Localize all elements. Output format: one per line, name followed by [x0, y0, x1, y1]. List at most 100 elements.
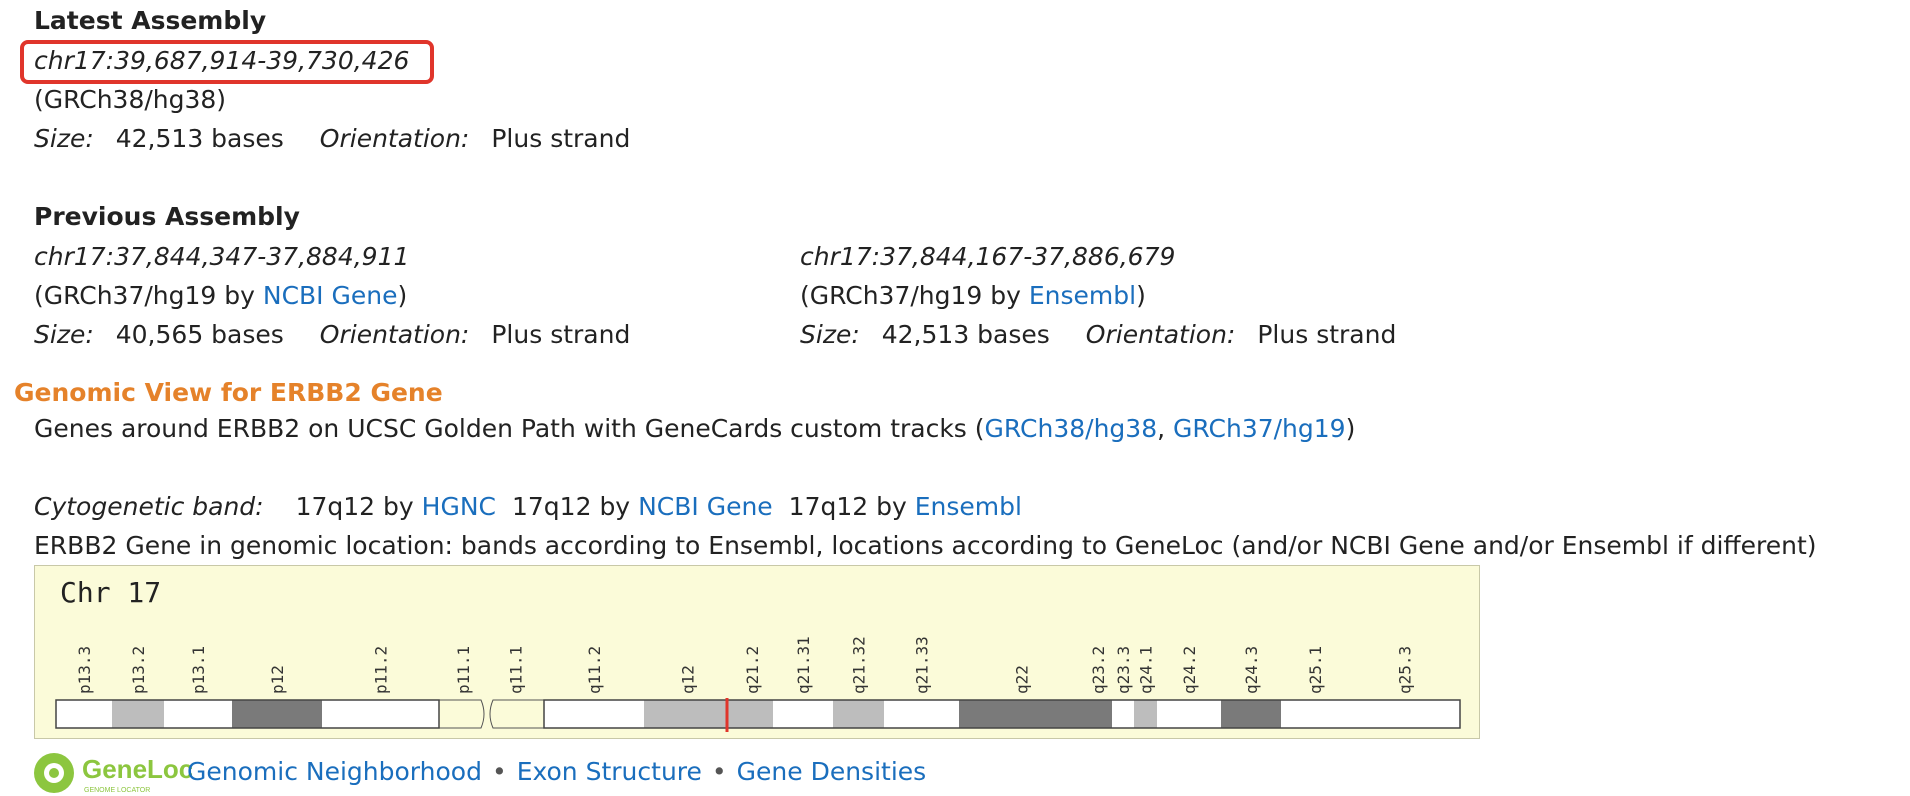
bullet-separator: • — [491, 757, 507, 786]
genomic-neighborhood-link[interactable]: Genomic Neighborhood — [187, 757, 482, 786]
band-p13.3 — [56, 700, 112, 728]
band-label-q24.2: q24.2 — [1180, 646, 1199, 694]
size-value: 42,513 bases — [881, 320, 1050, 349]
band-q23.3 — [1112, 700, 1134, 728]
band-p11.2 — [322, 700, 439, 728]
chromosome-label: Chr 17 — [60, 576, 162, 609]
ucsc-suffix: ) — [1345, 414, 1356, 443]
band-label-q11.1: q11.1 — [507, 646, 526, 694]
size-value: 42,513 bases — [115, 124, 284, 153]
orientation-label: Orientation: — [319, 124, 470, 153]
latest-size-row: Size: 42,513 bases Orientation: Plus strand — [34, 124, 630, 153]
band-p13.1 — [164, 700, 232, 728]
band-label-q21.33: q21.33 — [913, 636, 932, 694]
band-label-p13.3: p13.3 — [75, 646, 94, 694]
band-q25.3 — [1349, 700, 1460, 728]
band-q21.31 — [773, 700, 833, 728]
size-value: 40,565 bases — [115, 320, 284, 349]
ensembl-link[interactable]: Ensembl — [1028, 281, 1137, 310]
hgnc-link[interactable]: HGNC — [421, 492, 496, 521]
ncbi-gene-link[interactable]: NCBI Gene — [262, 281, 398, 310]
band-q12 — [644, 700, 731, 728]
band-q25.1 — [1281, 700, 1349, 728]
band-q22 — [959, 700, 1084, 728]
assembly-prefix: (GRCh37/hg19 by — [800, 281, 1029, 310]
ensembl-cyto-link[interactable]: Ensembl — [914, 492, 1022, 521]
band-q11.1 — [489, 699, 545, 729]
bullet-separator: • — [711, 757, 727, 786]
band-q24.1 — [1134, 700, 1157, 728]
band-label-q25.3: q25.3 — [1396, 646, 1415, 694]
band-label-p11.1: p11.1 — [454, 646, 473, 694]
location-note: ERBB2 Gene in genomic location: bands ac… — [34, 531, 1817, 560]
p-arm-outline — [55, 699, 440, 729]
latest-coords-highlight — [20, 40, 434, 84]
latest-coords: chr17:39,687,914-39,730,426 — [34, 46, 410, 75]
chromosome-ideogram[interactable]: p13.3 p13.2 p13.1 p12 p11.2 p11.1 q11.1 q11.2 q1… — [34, 565, 1480, 739]
cyto-label: Cytogenetic band: — [34, 492, 264, 521]
logo-text: GeneLoc — [82, 754, 192, 784]
assembly-suffix: ) — [1136, 281, 1146, 310]
band-label-q12: q12 — [679, 665, 698, 694]
band-p11.1 — [438, 699, 485, 729]
size-label: Size: — [800, 320, 860, 349]
band-label-p13.2: p13.2 — [129, 646, 148, 694]
band-q23.2 — [1084, 700, 1112, 728]
size-label: Size: — [34, 320, 94, 349]
ucsc-prefix: Genes around ERBB2 on UCSC Golden Path w… — [34, 414, 985, 443]
band-label-q21.32: q21.32 — [850, 636, 869, 694]
latest-assembly-name: (GRCh38/hg38) — [34, 85, 227, 114]
cyto-band-text: 17q12 by — [295, 492, 422, 521]
ensembl-coords: chr17:37,844,167-37,886,679 — [800, 242, 1176, 271]
grch38-link[interactable]: GRCh38/hg38 — [984, 414, 1158, 443]
band-label-q21.2: q21.2 — [743, 646, 762, 694]
cyto-band-text: 17q12 by — [788, 492, 915, 521]
link-separator: , — [1157, 414, 1174, 443]
ncbi-assembly-line: (GRCh37/hg19 by NCBI Gene) — [34, 281, 407, 310]
band-label-p13.1: p13.1 — [189, 646, 208, 694]
band-q21.33 — [884, 700, 959, 728]
ncbi-coords: chr17:37,844,347-37,884,911 — [34, 242, 410, 271]
latest-assembly-heading: Latest Assembly — [34, 6, 267, 35]
assembly-suffix: ) — [397, 281, 408, 310]
band-label-q23.3: q23.3 — [1114, 646, 1133, 694]
ncbi-gene-cyto-link[interactable]: NCBI Gene — [638, 492, 773, 521]
ncbi-size-row: Size: 40,565 bases Orientation: Plus strand — [34, 320, 630, 349]
cyto-band-text: 17q12 by — [512, 492, 639, 521]
band-q21.2 — [731, 700, 773, 728]
band-label-q22: q22 — [1013, 665, 1032, 694]
assembly-prefix: (GRCh37/hg19 by — [34, 281, 263, 310]
genomic-view-title: Genomic View for ERBB2 Gene — [14, 378, 443, 407]
orientation-label: Orientation: — [319, 320, 470, 349]
ucsc-line: Genes around ERBB2 on UCSC Golden Path w… — [34, 414, 1355, 443]
ensembl-size-row: Size: 42,513 bases Orientation: Plus strand — [800, 320, 1396, 349]
band-q24.3 — [1221, 700, 1281, 728]
band-q21.32 — [833, 700, 884, 728]
cytogenetic-band-row: Cytogenetic band: 17q12 by HGNC 17q12 by N… — [34, 492, 1022, 521]
orientation-label: Orientation: — [1085, 320, 1236, 349]
band-label-p11.2: p11.2 — [372, 646, 391, 694]
band-label-q21.31: q21.31 — [794, 636, 813, 694]
band-label-p12: p12 — [268, 665, 287, 694]
band-label-q11.2: q11.2 — [585, 646, 604, 694]
band-label-q24.1: q24.1 — [1137, 646, 1156, 694]
band-p13.2 — [112, 700, 164, 728]
band-label-q23.2: q23.2 — [1089, 646, 1108, 694]
band-q11.2 — [544, 700, 644, 728]
band-q24.2 — [1157, 700, 1221, 728]
band-label-q24.3: q24.3 — [1242, 646, 1261, 694]
orientation-value: Plus strand — [1257, 320, 1397, 349]
band-label-q25.1: q25.1 — [1306, 646, 1325, 694]
grch37-link[interactable]: GRCh37/hg19 — [1173, 414, 1346, 443]
size-label: Size: — [34, 124, 94, 153]
logo-subtext: GENOME LOCATOR — [84, 787, 150, 794]
orientation-value: Plus strand — [491, 124, 631, 153]
gene-densities-link[interactable]: Gene Densities — [736, 757, 927, 786]
q-arm-outline — [543, 699, 1461, 729]
geneloc-logo[interactable]: GeneLoc GENOME LOCATOR — [32, 750, 192, 796]
band-p12 — [232, 700, 322, 728]
exon-structure-link[interactable]: Exon Structure — [516, 757, 702, 786]
ensembl-assembly-line: (GRCh37/hg19 by Ensembl) — [800, 281, 1146, 310]
footer-links: Genomic Neighborhood • Exon Structure • Gene… — [187, 757, 926, 786]
previous-assembly-heading: Previous Assembly — [34, 202, 300, 231]
